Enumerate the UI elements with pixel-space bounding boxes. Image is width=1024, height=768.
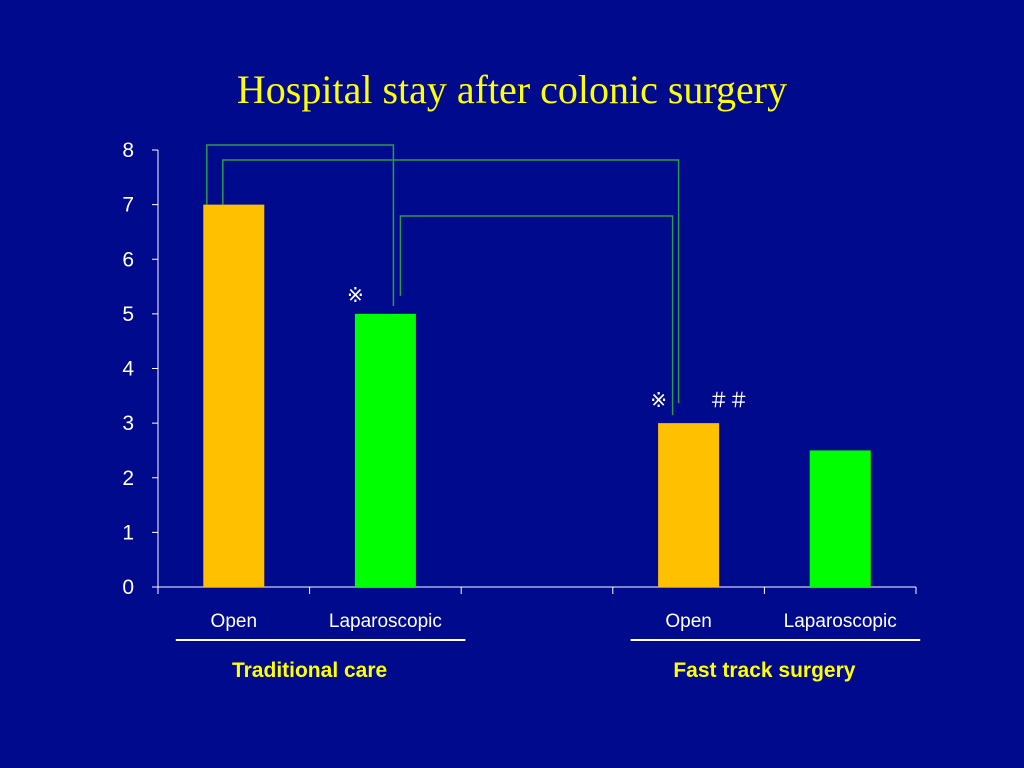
category-label: Open [665,611,711,632]
chart-title: Hospital stay after colonic surgery [236,67,788,112]
comparison-bracket [222,159,680,404]
comparison-bracket [206,144,395,306]
category-label: Laparoscopic [784,611,897,632]
y-tick-label: 2 [122,467,134,490]
y-tick-label: 3 [122,412,134,435]
significance-mark: ※ [650,388,667,412]
y-tick-label: 1 [122,521,134,544]
comparison-bracket [399,215,674,416]
y-tick-label: 7 [122,194,134,217]
bar [809,450,871,587]
group-label: Fast track surgery [673,659,855,682]
significance-mark: ※ [347,283,364,307]
category-label: Open [211,611,257,632]
group-label: Traditional care [232,659,387,682]
significance-mark: ＃＃ [709,388,749,412]
bar [658,423,720,587]
bar [203,204,265,587]
y-tick-label: 8 [122,139,134,162]
bar [354,313,416,587]
y-tick-label: 4 [122,358,134,381]
y-tick-label: 5 [122,303,134,326]
category-label: Laparoscopic [329,611,442,632]
y-tick-label: 6 [122,248,134,271]
y-tick-label: 0 [122,576,134,599]
